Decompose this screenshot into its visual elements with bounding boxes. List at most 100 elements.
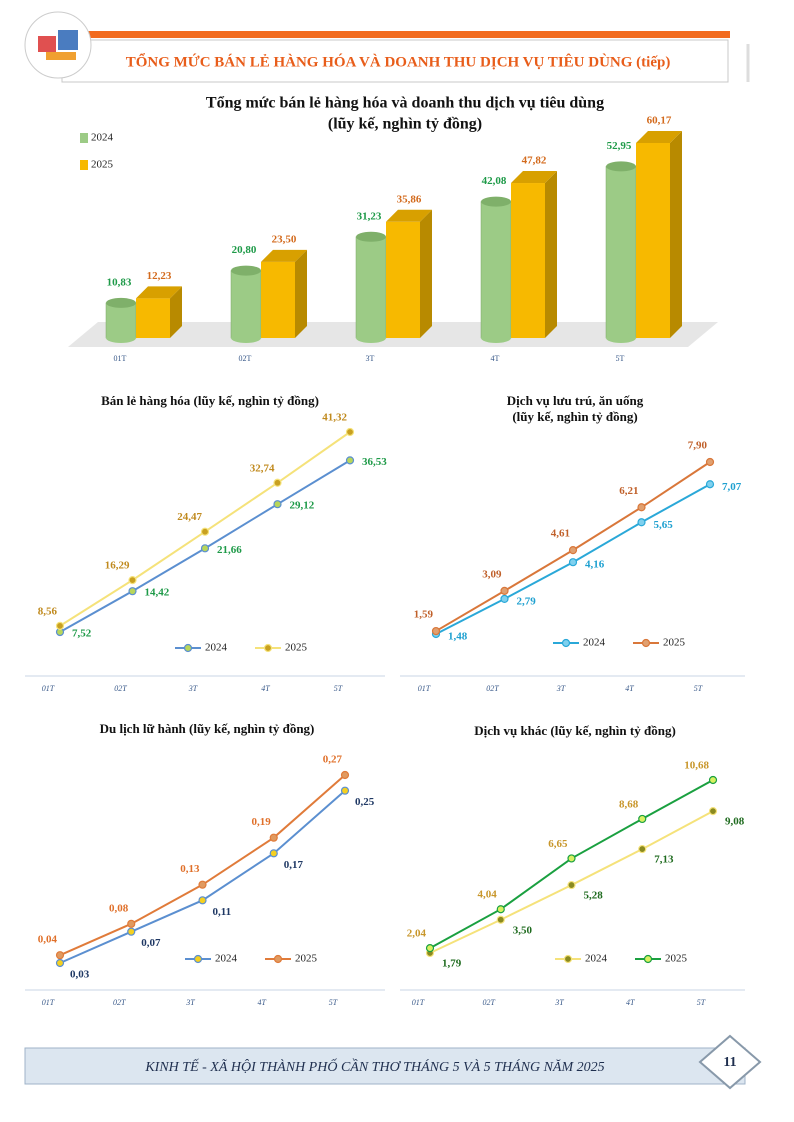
value-label: 60,17 [647, 115, 672, 127]
value-label: 4,16 [585, 559, 605, 571]
value-label: 21,66 [217, 544, 242, 556]
marker [345, 456, 355, 465]
bar [386, 209, 432, 338]
bar-front [136, 298, 170, 338]
value-label: 10,68 [684, 760, 709, 772]
legend-swatch [80, 133, 88, 143]
bar-body [605, 166, 637, 339]
chart-subtitle: (lũy kế, nghìn tỷ đồng) [328, 116, 482, 133]
legend-label: 2025 [91, 159, 114, 171]
value-label: 24,47 [177, 511, 202, 523]
marker [425, 944, 435, 953]
marker [55, 621, 65, 630]
value-label: 0,03 [70, 969, 90, 981]
legend-label: 2024 [585, 953, 608, 965]
x-tick-label: 3T [366, 354, 375, 363]
marker [567, 880, 576, 890]
header-box [61, 39, 729, 83]
x-tick-label: 4T [626, 998, 635, 1007]
marker [128, 576, 137, 585]
bar-body [480, 201, 512, 339]
bar [605, 161, 637, 343]
legend-swatch [80, 160, 88, 170]
x-tick-label: 5T [329, 998, 338, 1007]
value-label: 1,48 [448, 631, 468, 643]
x-tick-label: 5T [697, 998, 706, 1007]
legend-label: 2025 [663, 637, 686, 649]
legend-marker [193, 954, 203, 964]
bar-top [386, 209, 432, 222]
marker [340, 786, 350, 795]
x-tick-label: 4T [491, 354, 500, 363]
value-label: 0,07 [141, 937, 161, 949]
value-label: 31,23 [357, 210, 382, 222]
marker [200, 527, 210, 536]
value-label: 0,08 [109, 902, 129, 914]
marker [431, 626, 441, 636]
bar-base [231, 333, 261, 343]
chart-title: Dịch vụ khác (lũy kế, nghìn tỷ đồng) [474, 723, 676, 738]
x-tick-label: 3T [185, 998, 195, 1007]
value-label: 1,59 [414, 609, 434, 621]
marker [273, 478, 282, 487]
value-label: 35,86 [397, 193, 422, 205]
marker [568, 558, 578, 567]
marker [637, 518, 646, 527]
value-label: 7,52 [72, 628, 92, 640]
x-tick-label: 02T [486, 684, 499, 693]
value-label: 0,17 [284, 859, 304, 871]
chart-title: Du lịch lữ hành (lũy kế, nghìn tỷ đồng) [100, 721, 315, 736]
bar-side [545, 171, 557, 338]
bar-top [606, 161, 636, 172]
value-label: 7,07 [722, 481, 742, 493]
value-label: 0,19 [252, 816, 272, 828]
bar-body [105, 302, 137, 339]
value-label: 3,50 [513, 924, 533, 936]
bar-base [106, 333, 136, 343]
value-label: 47,82 [522, 155, 547, 167]
bar [136, 286, 182, 338]
x-tick-label: 01T [418, 684, 431, 693]
value-label: 0,27 [323, 754, 343, 766]
value-label: 0,11 [213, 906, 232, 918]
marker [638, 814, 647, 824]
marker [200, 544, 210, 553]
marker [705, 457, 715, 467]
marker [198, 880, 207, 889]
bar-side [170, 286, 182, 338]
value-label: 7,90 [688, 440, 708, 452]
x-tick-label: 02T [483, 998, 496, 1007]
bar [230, 265, 262, 343]
value-label: 5,65 [654, 519, 674, 531]
bar-body [230, 270, 262, 339]
bar [261, 249, 307, 338]
x-tick-label: 4T [258, 998, 267, 1007]
value-label: 1,79 [442, 958, 462, 970]
bar-top [481, 196, 511, 207]
legend-label: 2025 [295, 953, 318, 965]
x-tick-label: 01T [42, 684, 55, 693]
value-label: 9,08 [725, 816, 745, 828]
bar-body [355, 236, 387, 339]
marker [127, 927, 136, 936]
page-number: 11 [723, 1055, 736, 1070]
page-badge [698, 1034, 762, 1090]
marker [127, 919, 136, 928]
value-label: 6,21 [619, 485, 638, 497]
value-label: 4,61 [551, 528, 570, 540]
chart-title: Tổng mức bán lẻ hàng hóa và doanh thu dị… [206, 95, 604, 112]
legend-label: 2024 [205, 642, 228, 654]
value-label: 41,32 [322, 412, 347, 424]
bar-base [481, 333, 511, 343]
marker [273, 500, 282, 509]
marker [496, 905, 505, 914]
marker [55, 958, 65, 968]
bar-front [261, 261, 295, 338]
legend-marker [643, 954, 653, 964]
legend-marker [273, 954, 283, 964]
value-label: 0,13 [180, 863, 200, 875]
x-tick-label: 02T [239, 354, 252, 363]
bar-top [136, 286, 182, 299]
bar-top [636, 131, 682, 143]
legend-marker [183, 643, 193, 653]
